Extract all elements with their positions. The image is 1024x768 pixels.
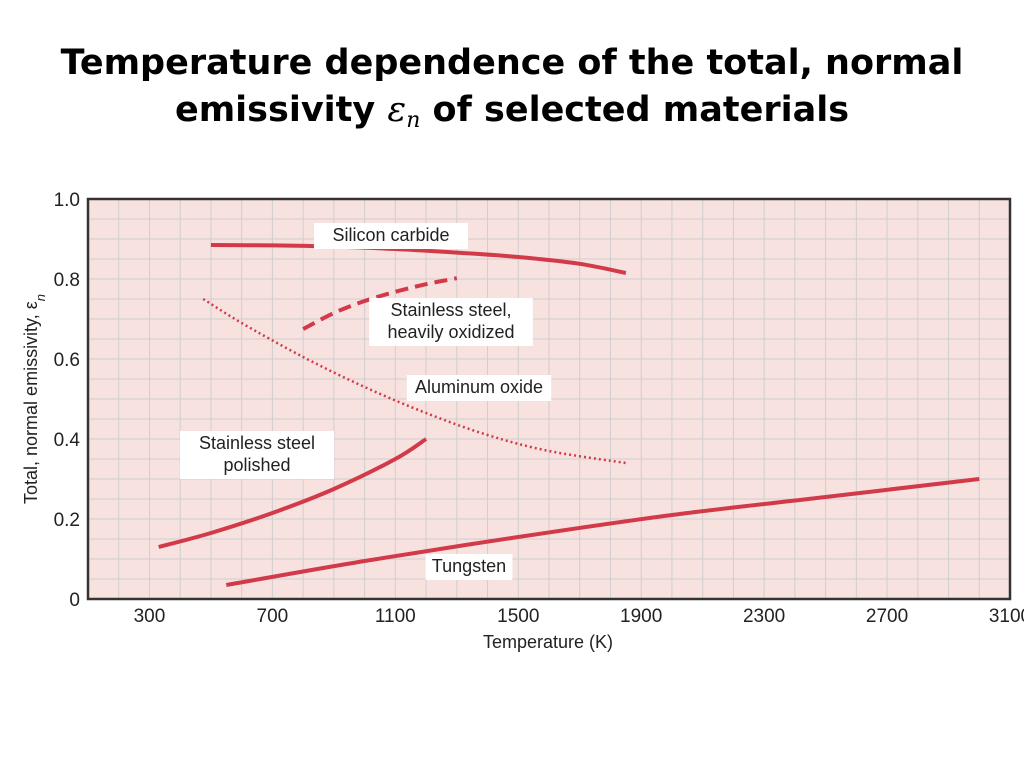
x-tick-label: 300 xyxy=(134,606,166,627)
curve-label-bg xyxy=(425,554,513,580)
slide-title: Temperature dependence of the total, nor… xyxy=(0,40,1024,144)
curve-label: Stainless steel, xyxy=(390,300,511,320)
curve-label: Silicon carbide xyxy=(332,225,449,245)
curve-label: polished xyxy=(223,455,290,475)
series-aluminum-oxide xyxy=(202,297,627,465)
x-tick-label: 1500 xyxy=(497,606,539,627)
series-tungsten xyxy=(225,477,980,587)
curve-label-bg xyxy=(314,223,468,249)
y-axis-title: Total, normal emissivity, εn xyxy=(21,294,48,504)
x-tick-label: 1900 xyxy=(620,606,662,627)
title-line-1: Temperature dependence of the total, nor… xyxy=(60,43,964,83)
y-tick-label: 0 xyxy=(69,590,80,611)
curve-label: heavily oxidized xyxy=(387,322,514,342)
curve-label: Aluminum oxide xyxy=(415,377,543,397)
curve-labels: Silicon carbide Stainless steel,heavily o… xyxy=(180,223,552,580)
y-tick-label: 1.0 xyxy=(54,190,80,211)
y-tick-label: 0.4 xyxy=(54,430,81,451)
y-tick-label: 0.6 xyxy=(54,350,80,371)
curve-label-bg xyxy=(369,298,533,346)
series-stainless-steel-polished xyxy=(158,437,428,549)
series-stainless-steel-heavily-oxidized xyxy=(302,276,458,331)
curve-label-bg xyxy=(406,375,552,401)
x-tick-label: 1100 xyxy=(375,606,416,627)
title-symbol-sub: n xyxy=(406,108,421,133)
curve-label: Tungsten xyxy=(432,556,506,576)
title-line-2-pre: emissivity xyxy=(174,90,388,130)
curve-label-bg xyxy=(180,431,334,479)
y-tick-label: 0.2 xyxy=(54,510,80,531)
title-line-2-post: of selected materials xyxy=(420,90,850,130)
x-tick-label: 700 xyxy=(257,606,289,627)
plot-frame xyxy=(86,197,1012,601)
y-axis-title-main: Total, normal emissivity, ε xyxy=(21,301,41,504)
y-tick-label: 0.8 xyxy=(54,270,80,291)
title-line-2: emissivity εn of selected materials xyxy=(0,87,1024,144)
series-layer xyxy=(158,243,980,587)
curve-label: Stainless steel xyxy=(199,433,315,453)
title-symbol: ε xyxy=(387,90,407,130)
x-axis-title: Temperature (K) xyxy=(483,632,613,652)
epsilon-n-symbol: εn xyxy=(387,90,421,133)
x-tick-label: 2300 xyxy=(743,606,785,627)
x-tick-label: 2700 xyxy=(866,606,908,627)
series-silicon-carbide xyxy=(210,243,627,275)
y-axis-title-sub: n xyxy=(33,294,48,301)
